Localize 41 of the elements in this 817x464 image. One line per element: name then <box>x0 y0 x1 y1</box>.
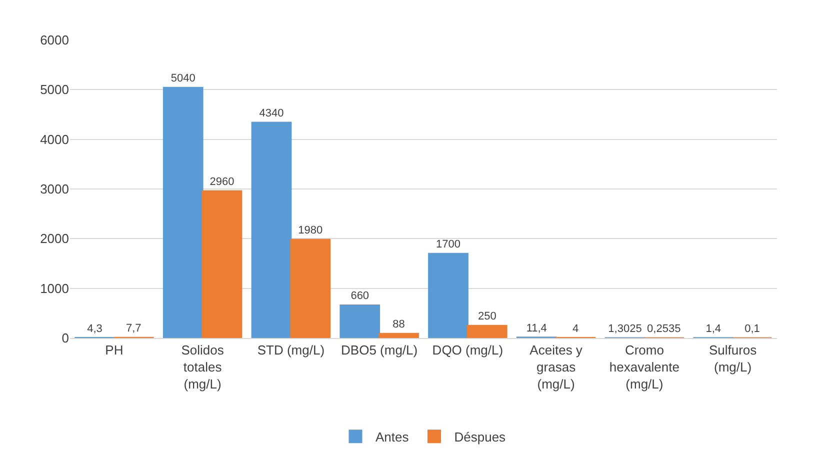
bar <box>428 252 468 338</box>
y-tick-label: 0 <box>62 330 69 346</box>
data-label: 7,7 <box>126 322 142 335</box>
data-label: 0,2535 <box>647 322 681 335</box>
data-label: 1700 <box>436 238 460 251</box>
data-label: 4 <box>572 322 579 335</box>
data-label: 5040 <box>170 72 196 85</box>
bar <box>162 86 204 338</box>
data-label: 88 <box>392 318 405 331</box>
bar <box>290 238 331 338</box>
y-tick-label: 4000 <box>40 132 69 147</box>
data-label: 11,4 <box>526 322 547 334</box>
bar <box>378 332 419 338</box>
bar <box>466 324 508 338</box>
y-tick-label: 6000 <box>40 32 69 48</box>
data-label: 2960 <box>210 176 234 188</box>
data-label: 660 <box>350 290 370 302</box>
data-label: 1,3025 <box>608 322 642 335</box>
x-tick-label: DBO5 (mg/L) <box>341 342 418 358</box>
bar <box>202 190 242 338</box>
data-label: 1,4 <box>706 322 722 335</box>
x-tick-label: Cromo hexavalente (mg/L) <box>609 342 680 392</box>
data-label: 4340 <box>259 107 284 120</box>
x-tick-label: DQO (mg/L) <box>432 342 504 358</box>
y-tick-label: 1000 <box>40 280 69 296</box>
data-label: 250 <box>478 310 496 323</box>
x-tick-label: Aceites y grasas (mg/L) <box>530 342 583 392</box>
data-label: 0,1 <box>744 323 760 335</box>
bar <box>340 304 380 338</box>
legend-label: Déspues <box>454 429 506 444</box>
x-tick-label: Sulfuros (mg/L) <box>708 342 758 374</box>
legend-label: Antes <box>376 429 410 444</box>
data-label: 4,3 <box>87 322 102 335</box>
x-tick-label: STD (mg/L) <box>257 342 325 358</box>
y-tick-label: 2000 <box>40 231 69 246</box>
data-label: 1980 <box>298 224 323 237</box>
y-tick-label: 3000 <box>40 182 69 197</box>
bar <box>251 122 292 338</box>
y-tick-label: 5000 <box>40 82 69 98</box>
x-tick-label: Solidos totales (mg/L) <box>181 342 224 392</box>
x-tick-label: PH <box>105 342 124 358</box>
